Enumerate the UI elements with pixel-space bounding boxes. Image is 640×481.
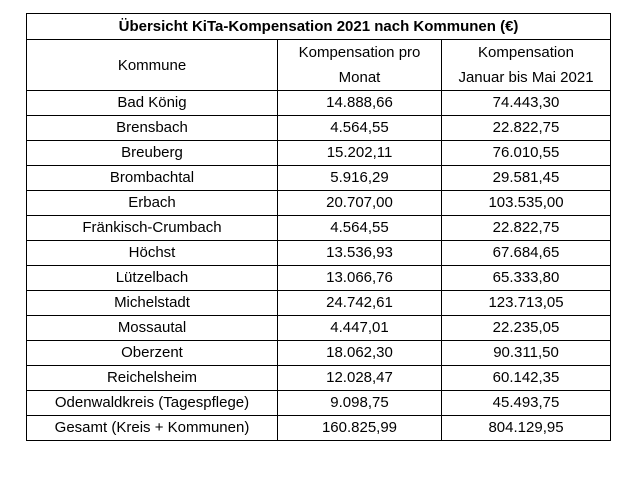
cell-kommune: Reichelsheim (26, 365, 278, 391)
table-row: Fränkisch-Crumbach 4.564,55 22.822,75 (26, 215, 612, 241)
cell-kompensation-jan-mai: 22.235,05 (440, 315, 612, 341)
cell-kommune: Brombachtal (26, 165, 278, 191)
cell-kompensation-monat: 160.825,99 (277, 415, 442, 441)
cell-kommune: Breuberg (26, 140, 278, 166)
compensation-table-wrapper: Übersicht KiTa-Kompensation 2021 nach Ko… (25, 13, 612, 441)
header-kompensation-januar-bis-mai: Kompensation Januar bis Mai 2021 (440, 39, 612, 91)
cell-kommune: Erbach (26, 190, 278, 216)
cell-kompensation-jan-mai: 60.142,35 (440, 365, 612, 391)
cell-kompensation-monat: 15.202,11 (277, 140, 442, 166)
table-row: Michelstadt 24.742,61 123.713,05 (26, 290, 612, 316)
cell-kommune: Michelstadt (26, 290, 278, 316)
table-row: Odenwaldkreis (Tagespflege) 9.098,75 45.49… (26, 390, 612, 416)
cell-kompensation-jan-mai: 65.333,80 (440, 265, 612, 291)
cell-kompensation-monat: 18.062,30 (277, 340, 442, 366)
cell-kommune: Lützelbach (26, 265, 278, 291)
cell-kompensation-jan-mai: 22.822,75 (440, 215, 612, 241)
compensation-table: Übersicht KiTa-Kompensation 2021 nach Ko… (25, 13, 612, 441)
cell-kommune: Brensbach (26, 115, 278, 141)
cell-kompensation-jan-mai: 74.443,30 (440, 90, 612, 116)
table-row: Gesamt (Kreis + Kommunen) 160.825,99 804.1… (26, 415, 612, 441)
header-kompensation-pro-monat: Kompensation pro Monat (277, 39, 442, 91)
cell-kompensation-monat: 14.888,66 (277, 90, 442, 116)
cell-kommune: Gesamt (Kreis + Kommunen) (26, 415, 278, 441)
table-row: Breuberg 15.202,11 76.010,55 (26, 140, 612, 166)
table-row: Reichelsheim 12.028,47 60.142,35 (26, 365, 612, 391)
table-row: Mossautal 4.447,01 22.235,05 (26, 315, 612, 341)
cell-kompensation-jan-mai: 90.311,50 (440, 340, 612, 366)
table-title: Übersicht KiTa-Kompensation 2021 nach Ko… (25, 13, 612, 40)
cell-kompensation-monat: 13.066,76 (277, 265, 442, 291)
cell-kommune: Fränkisch-Crumbach (26, 215, 278, 241)
cell-kompensation-jan-mai: 76.010,55 (440, 140, 612, 166)
cell-kompensation-jan-mai: 123.713,05 (440, 290, 612, 316)
cell-kommune: Oberzent (26, 340, 278, 366)
cell-kompensation-monat: 4.564,55 (277, 115, 442, 141)
cell-kompensation-monat: 9.098,75 (277, 390, 442, 416)
table-row: Erbach 20.707,00 103.535,00 (26, 190, 612, 216)
cell-kompensation-jan-mai: 45.493,75 (440, 390, 612, 416)
cell-kommune: Bad König (26, 90, 278, 116)
cell-kompensation-jan-mai: 67.684,65 (440, 240, 612, 266)
cell-kompensation-jan-mai: 22.822,75 (440, 115, 612, 141)
cell-kompensation-monat: 4.447,01 (277, 315, 442, 341)
cell-kompensation-monat: 13.536,93 (277, 240, 442, 266)
table-row: Brensbach 4.564,55 22.822,75 (26, 115, 612, 141)
header-monat-line1: Kompensation pro (298, 44, 421, 61)
cell-kommune: Mossautal (26, 315, 278, 341)
cell-kompensation-monat: 24.742,61 (277, 290, 442, 316)
table-row: Höchst 13.536,93 67.684,65 (26, 240, 612, 266)
header-monat-line2: Monat (338, 69, 381, 86)
table-row: Bad König 14.888,66 74.443,30 (26, 90, 612, 116)
table-row: Brombachtal 5.916,29 29.581,45 (26, 165, 612, 191)
header-kommune: Kommune (26, 39, 278, 91)
cell-kompensation-jan-mai: 29.581,45 (440, 165, 612, 191)
table-header-row: Kommune Kompensation pro Monat Kompensat… (26, 39, 612, 91)
cell-kommune: Höchst (26, 240, 278, 266)
cell-kompensation-monat: 20.707,00 (277, 190, 442, 216)
cell-kompensation-monat: 12.028,47 (277, 365, 442, 391)
table-title-row: Übersicht KiTa-Kompensation 2021 nach Ko… (25, 13, 612, 40)
header-jan-mai-line1: Kompensation (478, 44, 574, 61)
cell-kompensation-monat: 4.564,55 (277, 215, 442, 241)
cell-kompensation-monat: 5.916,29 (277, 165, 442, 191)
cell-kompensation-jan-mai: 103.535,00 (440, 190, 612, 216)
table-row: Oberzent 18.062,30 90.311,50 (26, 340, 612, 366)
table-row: Lützelbach 13.066,76 65.333,80 (26, 265, 612, 291)
cell-kommune: Odenwaldkreis (Tagespflege) (26, 390, 278, 416)
cell-kompensation-jan-mai: 804.129,95 (440, 415, 612, 441)
header-jan-mai-line2: Januar bis Mai 2021 (458, 69, 594, 86)
